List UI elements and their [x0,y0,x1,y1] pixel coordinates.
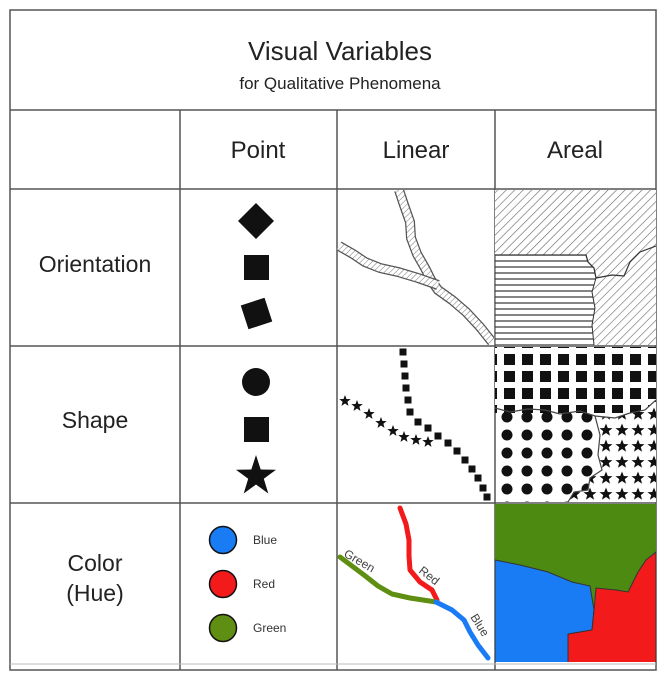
red-region [567,551,656,662]
color-point-legend: Blue Red Green [208,525,286,643]
green-line [337,554,439,605]
orientation-areal-regions [495,190,656,345]
square-line-symbol [483,493,491,501]
square-symbol [244,255,269,280]
square-line-symbol [399,348,407,356]
green-circle-symbol [208,613,238,643]
star-line-symbol [351,400,363,411]
orientation-linear-lines [337,190,494,345]
column-header-point: Point [231,137,286,164]
shape-point-symbols [236,368,276,494]
square-line-symbol [400,360,408,368]
table-grid [9,9,657,671]
circle-symbol [242,368,270,396]
row-header-color-line2: (Hue) [66,580,124,606]
color-areal-regions [495,504,656,662]
blue-line [433,599,491,661]
legend-item-green: Green [208,613,286,643]
star-line-symbol [387,425,399,436]
blue-circle-symbol [208,525,238,555]
square-line-symbol [461,456,469,464]
legend-item-blue: Blue [208,525,277,555]
legend-label-blue: Blue [253,533,277,547]
star-line-symbol [410,434,422,445]
square-line-symbol [401,372,409,380]
row-header-shape: Shape [62,407,129,433]
star-line-symbol [375,417,387,428]
square-line-symbol [444,439,452,447]
diamond-symbol [238,203,274,239]
red-line [397,505,440,603]
square-line-symbol [404,396,412,404]
column-header-areal: Areal [547,137,603,164]
star-line-symbol [398,431,410,442]
row-header-orientation: Orientation [39,251,152,277]
shape-areal-regions [495,347,656,502]
diagram-subtitle: for Qualitative Phenomena [239,74,441,93]
star-line-symbol [422,436,434,447]
star-line-symbol [339,395,351,406]
star-line-symbol [363,408,375,419]
color-linear-lines: Green Red Blue [337,505,492,661]
square-line-symbol [402,384,410,392]
column-header-linear: Linear [383,137,450,164]
orientation-point-symbols [238,203,274,330]
rotated-square-symbol [240,297,273,330]
row-header-color-line1: Color [68,550,123,576]
square-symbol [244,417,269,442]
square-line-symbol [434,432,442,440]
square-line-symbol [474,474,482,482]
square-line-symbol [453,447,461,455]
diagram-title: Visual Variables [248,36,432,66]
legend-label-green: Green [253,621,286,635]
square-line-symbol [414,418,422,426]
square-line-symbol [479,484,487,492]
square-line-symbol [406,408,414,416]
square-line-symbol [468,465,476,473]
shape-linear-lines [339,348,491,501]
legend-label-red: Red [253,577,275,591]
star-symbol [236,455,276,494]
legend-item-red: Red [208,569,275,599]
square-line-symbol [424,424,432,432]
red-circle-symbol [208,569,238,599]
